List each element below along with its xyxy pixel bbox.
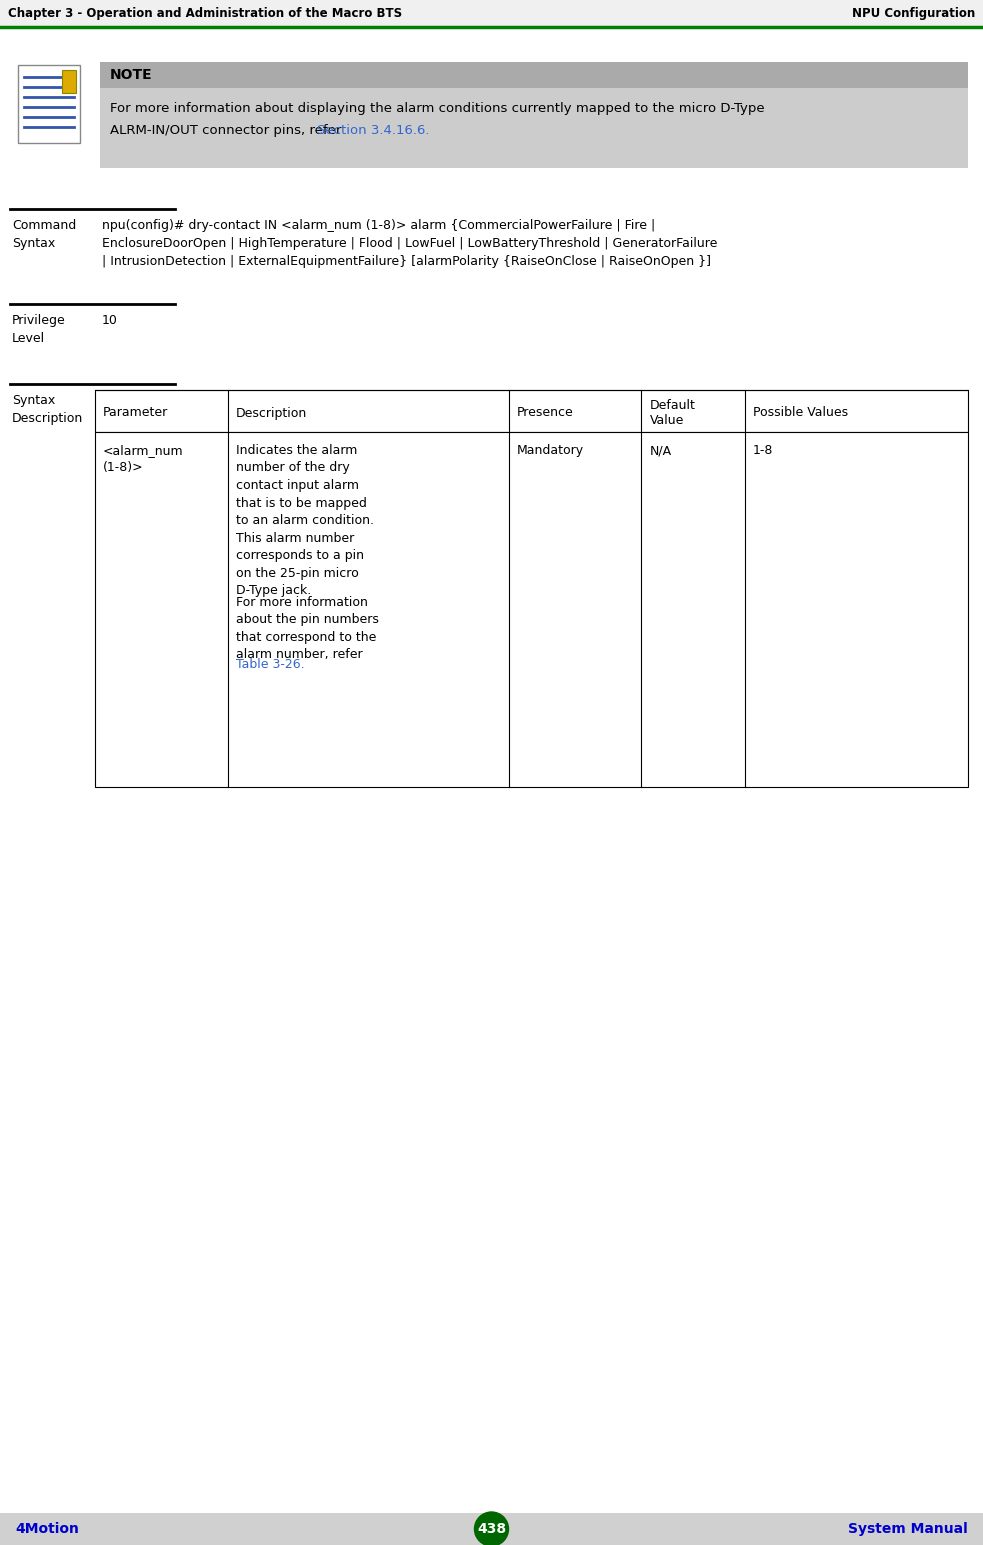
Text: NPU Configuration: NPU Configuration [851, 8, 975, 20]
Text: Indicates the alarm
number of the dry
contact input alarm
that is to be mapped
t: Indicates the alarm number of the dry co… [236, 443, 374, 596]
Text: 10: 10 [102, 314, 118, 328]
Text: <alarm_num
(1-8)>: <alarm_num (1-8)> [103, 443, 184, 474]
Text: Section 3.4.16.6.: Section 3.4.16.6. [317, 124, 430, 138]
Text: 438: 438 [477, 1522, 506, 1536]
Circle shape [475, 1513, 508, 1545]
Text: N/A: N/A [650, 443, 671, 457]
Bar [18, 65, 80, 144]
Bar [95, 389, 968, 433]
Text: Possible Values: Possible Values [753, 406, 847, 420]
Text: Parameter: Parameter [103, 406, 168, 420]
Text: 4Motion: 4Motion [15, 1522, 79, 1536]
Text: Mandatory: Mandatory [517, 443, 584, 457]
Bar [0, 1513, 983, 1545]
Bar [95, 433, 968, 786]
Text: Presence: Presence [517, 406, 573, 420]
Bar [100, 62, 968, 88]
Text: Description: Description [236, 406, 307, 420]
Text: NOTE: NOTE [110, 68, 152, 82]
Text: EnclosureDoorOpen | HighTemperature | Flood | LowFuel | LowBatteryThreshold | Ge: EnclosureDoorOpen | HighTemperature | Fl… [102, 236, 718, 250]
Text: Chapter 3 - Operation and Administration of the Macro BTS: Chapter 3 - Operation and Administration… [8, 8, 402, 20]
Polygon shape [62, 70, 76, 93]
Text: 1-8: 1-8 [753, 443, 773, 457]
Bar [0, 0, 983, 28]
Text: ALRM-IN/OUT connector pins, refer: ALRM-IN/OUT connector pins, refer [110, 124, 346, 138]
Text: For more information
about the pin numbers
that correspond to the
alarm number, : For more information about the pin numbe… [236, 595, 378, 678]
Text: Default
Value: Default Value [650, 399, 695, 426]
Text: Privilege
Level: Privilege Level [12, 314, 66, 345]
Text: System Manual: System Manual [848, 1522, 968, 1536]
Text: Command
Syntax: Command Syntax [12, 219, 77, 250]
Bar [100, 88, 968, 168]
Text: npu(config)# dry-contact IN <alarm_num (1-8)> alarm {CommercialPowerFailure | Fi: npu(config)# dry-contact IN <alarm_num (… [102, 219, 656, 232]
Text: | IntrusionDetection | ExternalEquipmentFailure} [alarmPolarity {RaiseOnClose | : | IntrusionDetection | ExternalEquipment… [102, 255, 711, 267]
Text: Table 3-26.: Table 3-26. [236, 658, 305, 671]
Text: For more information about displaying the alarm conditions currently mapped to t: For more information about displaying th… [110, 102, 765, 114]
Text: Syntax
Description: Syntax Description [12, 394, 84, 425]
